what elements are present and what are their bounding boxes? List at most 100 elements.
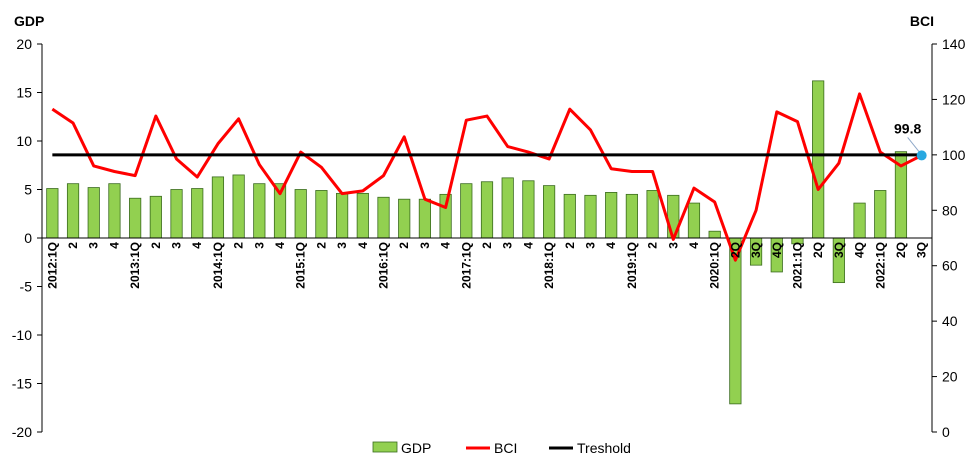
x-tick-label: 2	[232, 242, 246, 249]
gdp-bar	[253, 183, 266, 239]
x-tick-label: 2Q	[728, 242, 742, 258]
x-tick-label: 3Q	[915, 242, 929, 258]
gdp-bars	[46, 80, 908, 405]
x-tick-label: 3	[583, 242, 597, 249]
gdp-bar	[522, 180, 535, 239]
gdp-bar	[584, 194, 597, 239]
y-left-axis-title: GDP	[14, 13, 44, 29]
x-tick-label: 4	[687, 242, 701, 249]
gdp-bar	[377, 196, 390, 239]
x-tick-label: 2	[314, 242, 328, 249]
gdp-bar	[191, 188, 204, 239]
bci-line	[51, 92, 923, 262]
gdp-bar	[66, 183, 80, 239]
y-left-tick-label: -15	[12, 376, 32, 392]
last-value-marker	[916, 150, 927, 161]
gdp-bar	[501, 177, 514, 239]
x-tick-label: 2012:1Q	[45, 242, 59, 289]
x-tick-label: 2015:1Q	[294, 242, 308, 289]
y-left-tick-label: -5	[20, 279, 33, 295]
gdp-bar	[439, 193, 452, 239]
x-tick-label: 2019:1Q	[625, 242, 639, 289]
annotation-label: 99.8	[894, 120, 921, 136]
gdp-bar	[480, 181, 494, 239]
last-value-annotation: 99.8	[894, 120, 927, 161]
gdp-bar	[87, 187, 100, 239]
y-left-tick-label: -20	[12, 424, 32, 440]
x-tick-label: 4	[190, 242, 204, 249]
gdp-bar	[356, 192, 369, 239]
legend-gdp-swatch	[372, 441, 398, 453]
x-tick-label: 2Q	[894, 242, 908, 258]
gdp-bar	[543, 185, 556, 239]
gdp-bar	[232, 174, 245, 239]
y-right-tick-label: 120	[942, 91, 966, 107]
x-tick-label: 4	[604, 242, 618, 249]
annotation-leader	[907, 137, 921, 153]
x-tick-label: 2	[646, 242, 660, 249]
y-right-tick-label: 80	[942, 202, 958, 218]
x-tick-label: 2	[480, 242, 494, 249]
y-right-tick-label: 100	[942, 147, 966, 163]
x-tick-label: 3	[87, 242, 101, 249]
gdp-bar	[563, 193, 576, 239]
x-tick-label: 3	[335, 242, 349, 249]
y-left-tick-label: 10	[16, 133, 32, 149]
legend-bci-label: BCI	[494, 440, 517, 456]
gdp-bar	[874, 190, 887, 239]
gdp-bar	[170, 189, 183, 239]
y-right-axis: 0 20 40 60 80 100 120 140	[931, 36, 966, 440]
series-lines	[51, 92, 923, 262]
gdp-bar	[853, 202, 866, 239]
x-tick-label: 3	[501, 242, 515, 249]
legend-treshold-label: Treshold	[577, 440, 631, 456]
x-tick-label: 3	[252, 242, 266, 249]
x-tick-label: 2	[66, 242, 80, 249]
x-tick-label: 2022:1Q	[873, 242, 887, 289]
y-right-tick-label: 0	[942, 424, 950, 440]
y-left-tick-label: 15	[16, 85, 32, 101]
x-tick-label: 2	[149, 242, 163, 249]
x-tick-label: 4Q	[770, 242, 784, 258]
y-left-tick-label: 5	[24, 182, 32, 198]
gdp-bar	[398, 198, 411, 239]
x-tick-label: 4	[356, 242, 370, 249]
y-right-tick-label: 140	[942, 36, 966, 52]
x-tick-label: 3Q	[749, 242, 763, 258]
gdp-bar	[708, 230, 721, 239]
x-tick-label: 3Q	[832, 242, 846, 258]
x-tick-label: 4	[273, 242, 287, 249]
x-tick-label: 2	[563, 242, 577, 249]
y-right-tick-label: 40	[942, 313, 958, 329]
y-left-tick-label: 20	[16, 36, 32, 52]
gdp-bar	[129, 197, 142, 239]
x-tick-label: 2020:1Q	[708, 242, 722, 289]
x-tick-label: 2013:1Q	[128, 242, 142, 289]
x-tick-label: 4	[107, 242, 121, 249]
x-tick-label: 4	[521, 242, 535, 249]
x-tick-label: 2Q	[811, 242, 825, 258]
gdp-bar	[108, 183, 121, 239]
gdp-bar	[211, 176, 225, 239]
gdp-bar	[625, 193, 638, 239]
gdp-bar	[460, 183, 473, 239]
gdp-bar	[605, 192, 618, 239]
y-left-tick-label: 0	[24, 230, 32, 246]
x-axis-labels: 2012:1Q 2 3 4 2013:1Q 2 3 4 2014:1Q 2 3 4 2015:1Q 2 3 4…	[45, 242, 928, 289]
y-right-axis-title: BCI	[910, 13, 934, 29]
gdp-bar	[812, 80, 825, 239]
gdp-bar	[336, 192, 349, 239]
x-tick-label: 2021:1Q	[790, 242, 804, 289]
gdp-bar	[418, 198, 432, 239]
gdp-bar	[729, 237, 742, 405]
legend-gdp-label: GDP	[401, 440, 431, 456]
x-tick-label: 2014:1Q	[211, 242, 225, 289]
y-right-tick-label: 60	[942, 258, 958, 274]
y-left-tick-label: -10	[12, 327, 32, 343]
gdp-bar	[46, 188, 59, 239]
gdp-bar	[687, 202, 701, 239]
x-tick-label: 2	[397, 242, 411, 249]
legend: GDP BCI Treshold	[372, 440, 631, 456]
gdp-bar	[646, 190, 659, 239]
